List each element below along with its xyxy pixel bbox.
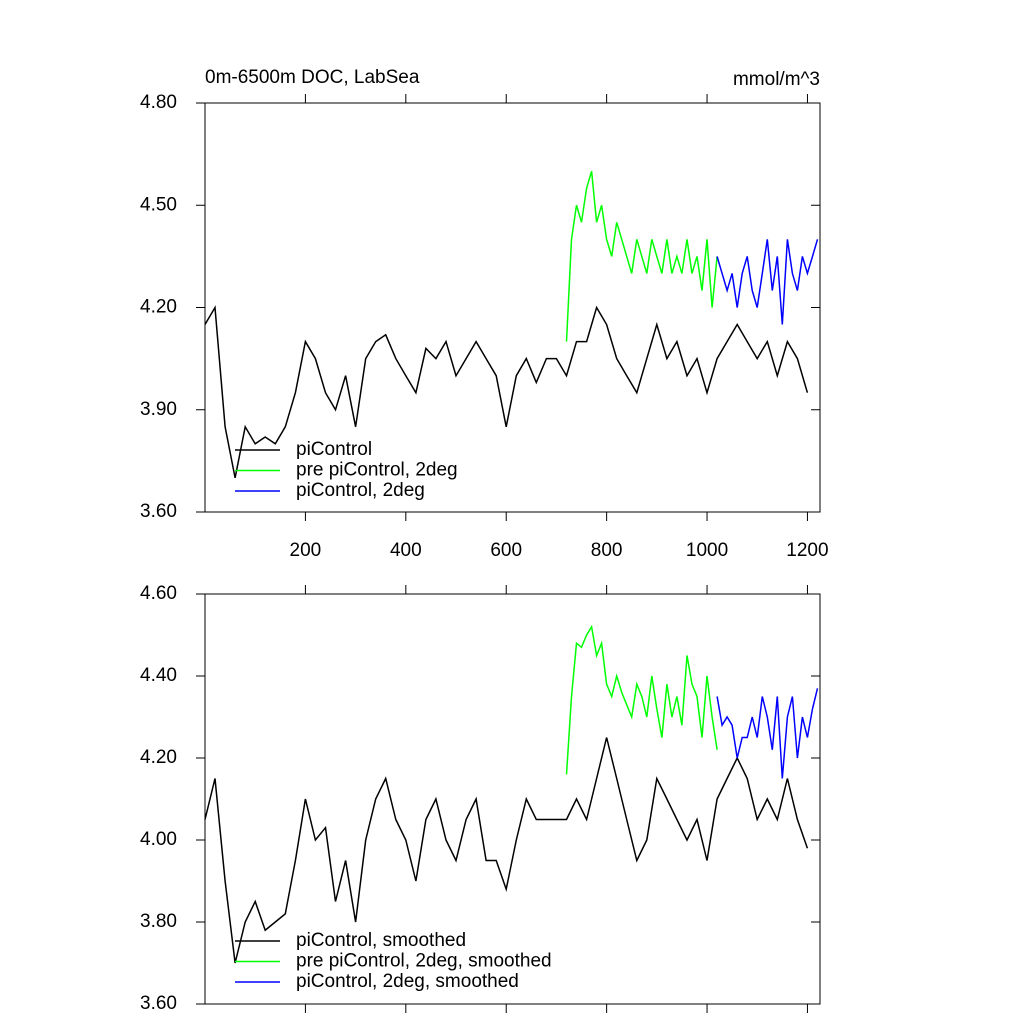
chart-title: 0m-6500m DOC, LabSea — [205, 67, 420, 88]
y-tick-label: 3.60 — [140, 993, 177, 1014]
legend-label: pre piControl, 2deg — [296, 460, 458, 481]
x-tick-label: 400 — [390, 540, 422, 561]
data-line — [565, 624, 718, 775]
y-tick-label: 4.20 — [140, 297, 177, 318]
y-tick-label: 4.00 — [140, 829, 177, 850]
data-line — [204, 305, 809, 479]
y-tick-label: 4.20 — [140, 747, 177, 768]
data-line — [716, 239, 819, 325]
y-tick-label: 3.80 — [140, 911, 177, 932]
y-tick-label: 4.80 — [140, 92, 177, 113]
data-line — [565, 170, 718, 342]
x-tick-label: 200 — [290, 540, 322, 561]
y-tick-label: 3.90 — [140, 399, 177, 420]
legend-label: pre piControl, 2deg, smoothed — [296, 951, 552, 972]
legend-label: piControl, smoothed — [296, 930, 466, 951]
y-tick-label: 4.60 — [140, 583, 177, 604]
y-tick-label: 4.40 — [140, 665, 177, 686]
y-tick-label: 4.50 — [140, 194, 177, 215]
data-line — [204, 737, 809, 964]
x-tick-label: 800 — [591, 540, 623, 561]
legend-label: piControl, 2deg — [296, 480, 425, 501]
legend-label: piControl — [296, 439, 372, 460]
plot-frame — [204, 593, 821, 1005]
data-line — [716, 688, 819, 779]
x-tick-label: 1200 — [786, 540, 828, 561]
x-tick-label: 1000 — [686, 540, 728, 561]
units-label: mmol/m^3 — [733, 69, 820, 90]
y-tick-label: 3.60 — [140, 501, 177, 522]
legend-label: piControl, 2deg, smoothed — [296, 971, 519, 992]
x-tick-label: 600 — [490, 540, 522, 561]
